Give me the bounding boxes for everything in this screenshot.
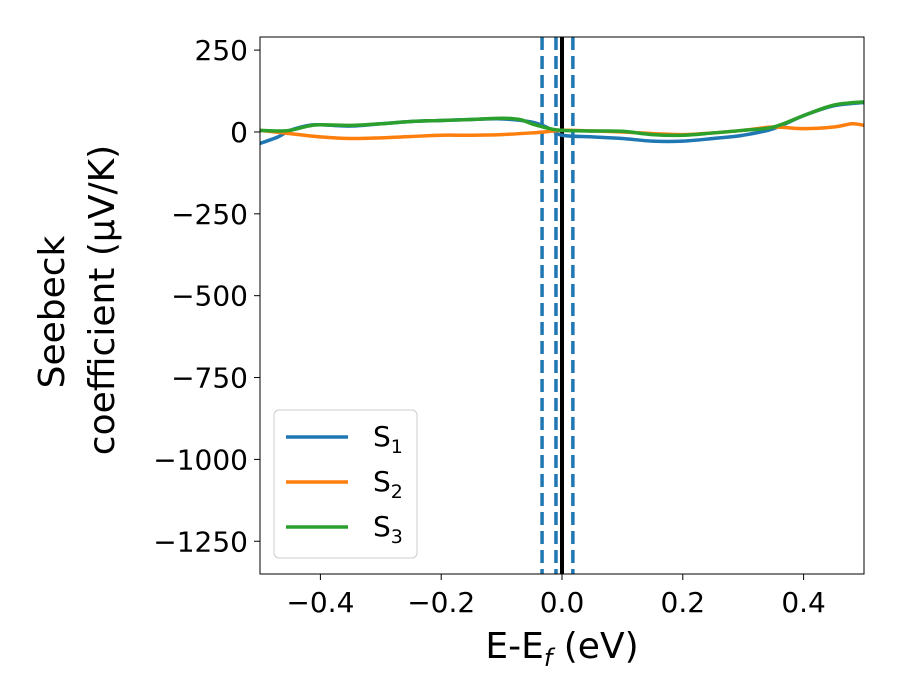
data-series: [260, 100, 864, 146]
y-axis-label: Seebeck coefficient (μV/K): [32, 145, 123, 455]
legend-label-s3: S3: [373, 510, 403, 548]
y-axis-label-line1: Seebeck: [32, 235, 73, 388]
y-tick-label: −1000: [153, 443, 248, 476]
x-tick-label: −0.4: [286, 586, 354, 619]
series-line-s3: [260, 100, 864, 138]
legend: S1 S2 S3: [273, 409, 418, 559]
x-axis-label: E-Ef (eV): [485, 626, 638, 672]
x-tick-label: 0.2: [661, 586, 706, 619]
y-axis-label-line2: coefficient (μV/K): [82, 145, 123, 455]
x-axis-ticks: −0.4 −0.2 0.0 0.2 0.4: [286, 574, 826, 619]
y-axis-ticks: 250 0 −250 −500 −750 −1000 −1250: [153, 34, 260, 558]
y-tick-label: −1250: [153, 525, 248, 558]
y-tick-label: −750: [171, 362, 248, 395]
legend-box: [273, 409, 418, 559]
y-tick-label: 0: [230, 116, 248, 149]
legend-label-s2: S2: [373, 465, 403, 503]
x-tick-label: −0.2: [407, 586, 475, 619]
y-tick-label: −250: [171, 198, 248, 231]
x-tick-label: 0.0: [540, 586, 585, 619]
reference-lines: [540, 37, 575, 574]
x-tick-label: 0.4: [781, 586, 826, 619]
y-tick-label: −500: [171, 280, 248, 313]
y-tick-label: 250: [195, 34, 248, 67]
legend-label-s1: S1: [373, 420, 403, 458]
